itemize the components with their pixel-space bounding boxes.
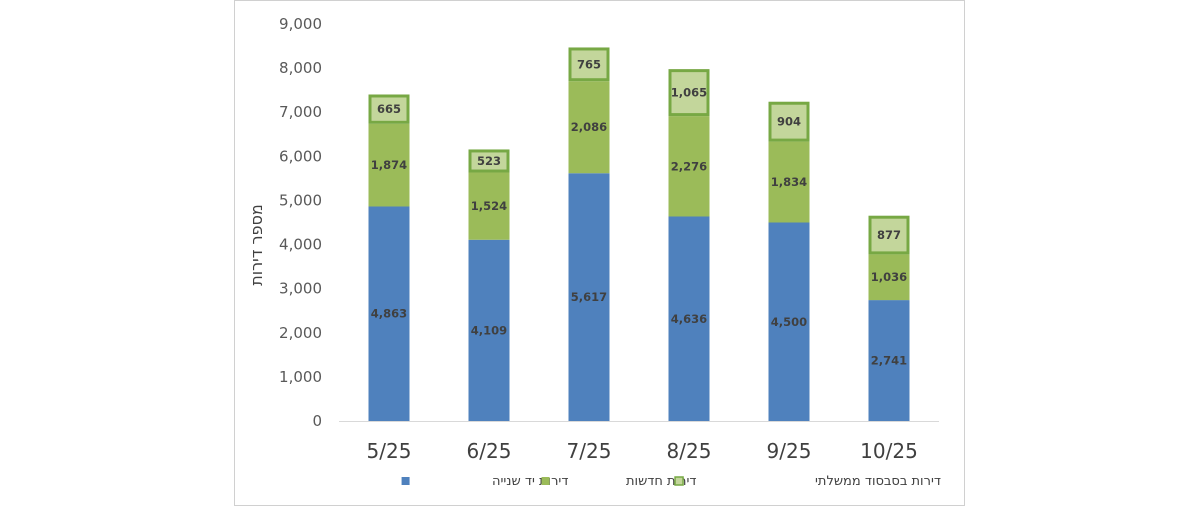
bar-segment: [368, 123, 410, 207]
y-axis-ticks: 0 1,000 2,000 3,000 4,000 5,000 6,000 7,000 8,00…: [279, 15, 322, 430]
bar-segment: [768, 101, 810, 142]
legend-label: דירות חדשות: [626, 474, 696, 489]
y-axis-label: מספר דירות: [247, 204, 266, 286]
data-label: 904: [777, 115, 801, 129]
y-tick-label: 0: [312, 412, 322, 430]
bar-segment: [568, 81, 610, 174]
data-label: 1,524: [471, 199, 507, 213]
x-tick-label: 10/25: [860, 439, 918, 463]
bar-segment: [868, 215, 910, 255]
legend-label: דירות בסבסוד ממשלתי: [815, 474, 941, 489]
legend: דירות יד שנייה דירות חדשות דירות בסבסוד ממ…: [401, 474, 941, 489]
bar-segment: [568, 47, 610, 82]
data-label: 2,086: [571, 120, 607, 134]
bar-segment: [668, 116, 710, 217]
bar-segment: [668, 69, 710, 117]
y-tick-label: 9,000: [279, 15, 322, 33]
y-tick-label: 6,000: [279, 147, 322, 165]
data-label: 1,874: [371, 158, 407, 172]
bar-segment: [868, 300, 910, 421]
data-label: 4,500: [771, 315, 807, 329]
x-tick-label: 8/25: [667, 439, 712, 463]
bar-segment: [668, 216, 710, 421]
data-label: 1,834: [771, 175, 807, 189]
bar-segment: [768, 141, 810, 223]
data-label: 4,863: [371, 307, 407, 321]
y-tick-label: 1,000: [279, 368, 322, 386]
legend-label: דירות יד שנייה: [492, 474, 568, 489]
bar-segment: [368, 206, 410, 421]
bar-segment: [568, 173, 610, 421]
x-tick-label: 7/25: [567, 439, 612, 463]
x-axis-categories: 5/25 6/25 7/25 8/25 9/25 10/25: [367, 439, 918, 463]
bar-segment: [468, 239, 510, 421]
y-tick-label: 7,000: [279, 103, 322, 121]
legend-swatch: [674, 476, 684, 486]
legend-swatch: [401, 477, 410, 485]
data-label: 877: [877, 228, 901, 242]
data-label: 4,109: [471, 323, 507, 337]
y-tick-label: 2,000: [279, 324, 322, 342]
y-tick-label: 5,000: [279, 191, 322, 209]
data-label: 1,065: [671, 86, 707, 100]
bar-segment: [468, 172, 510, 240]
bar-segment: [768, 222, 810, 421]
bars: 4,863 1,874 665 4,109 1,524 523 5,617 2,086 765 4…: [368, 47, 910, 421]
data-label: 1,036: [871, 270, 907, 284]
y-tick-label: 4,000: [279, 236, 322, 254]
y-tick-label: 3,000: [279, 280, 322, 298]
bar-segment: [368, 94, 410, 124]
data-label: 2,276: [671, 159, 707, 173]
data-label: 523: [477, 154, 501, 168]
x-tick-label: 5/25: [367, 439, 412, 463]
x-tick-label: 6/25: [467, 439, 512, 463]
data-label: 5,617: [571, 290, 607, 304]
x-tick-label: 9/25: [767, 439, 812, 463]
bar-segment: [468, 149, 510, 173]
bar-segment: [868, 254, 910, 301]
data-label: 765: [577, 57, 601, 71]
legend-swatch: [541, 477, 550, 485]
y-tick-label: 8,000: [279, 59, 322, 77]
data-label: 4,636: [671, 312, 707, 326]
data-label: 665: [377, 102, 401, 116]
data-label: 2,741: [871, 354, 907, 368]
